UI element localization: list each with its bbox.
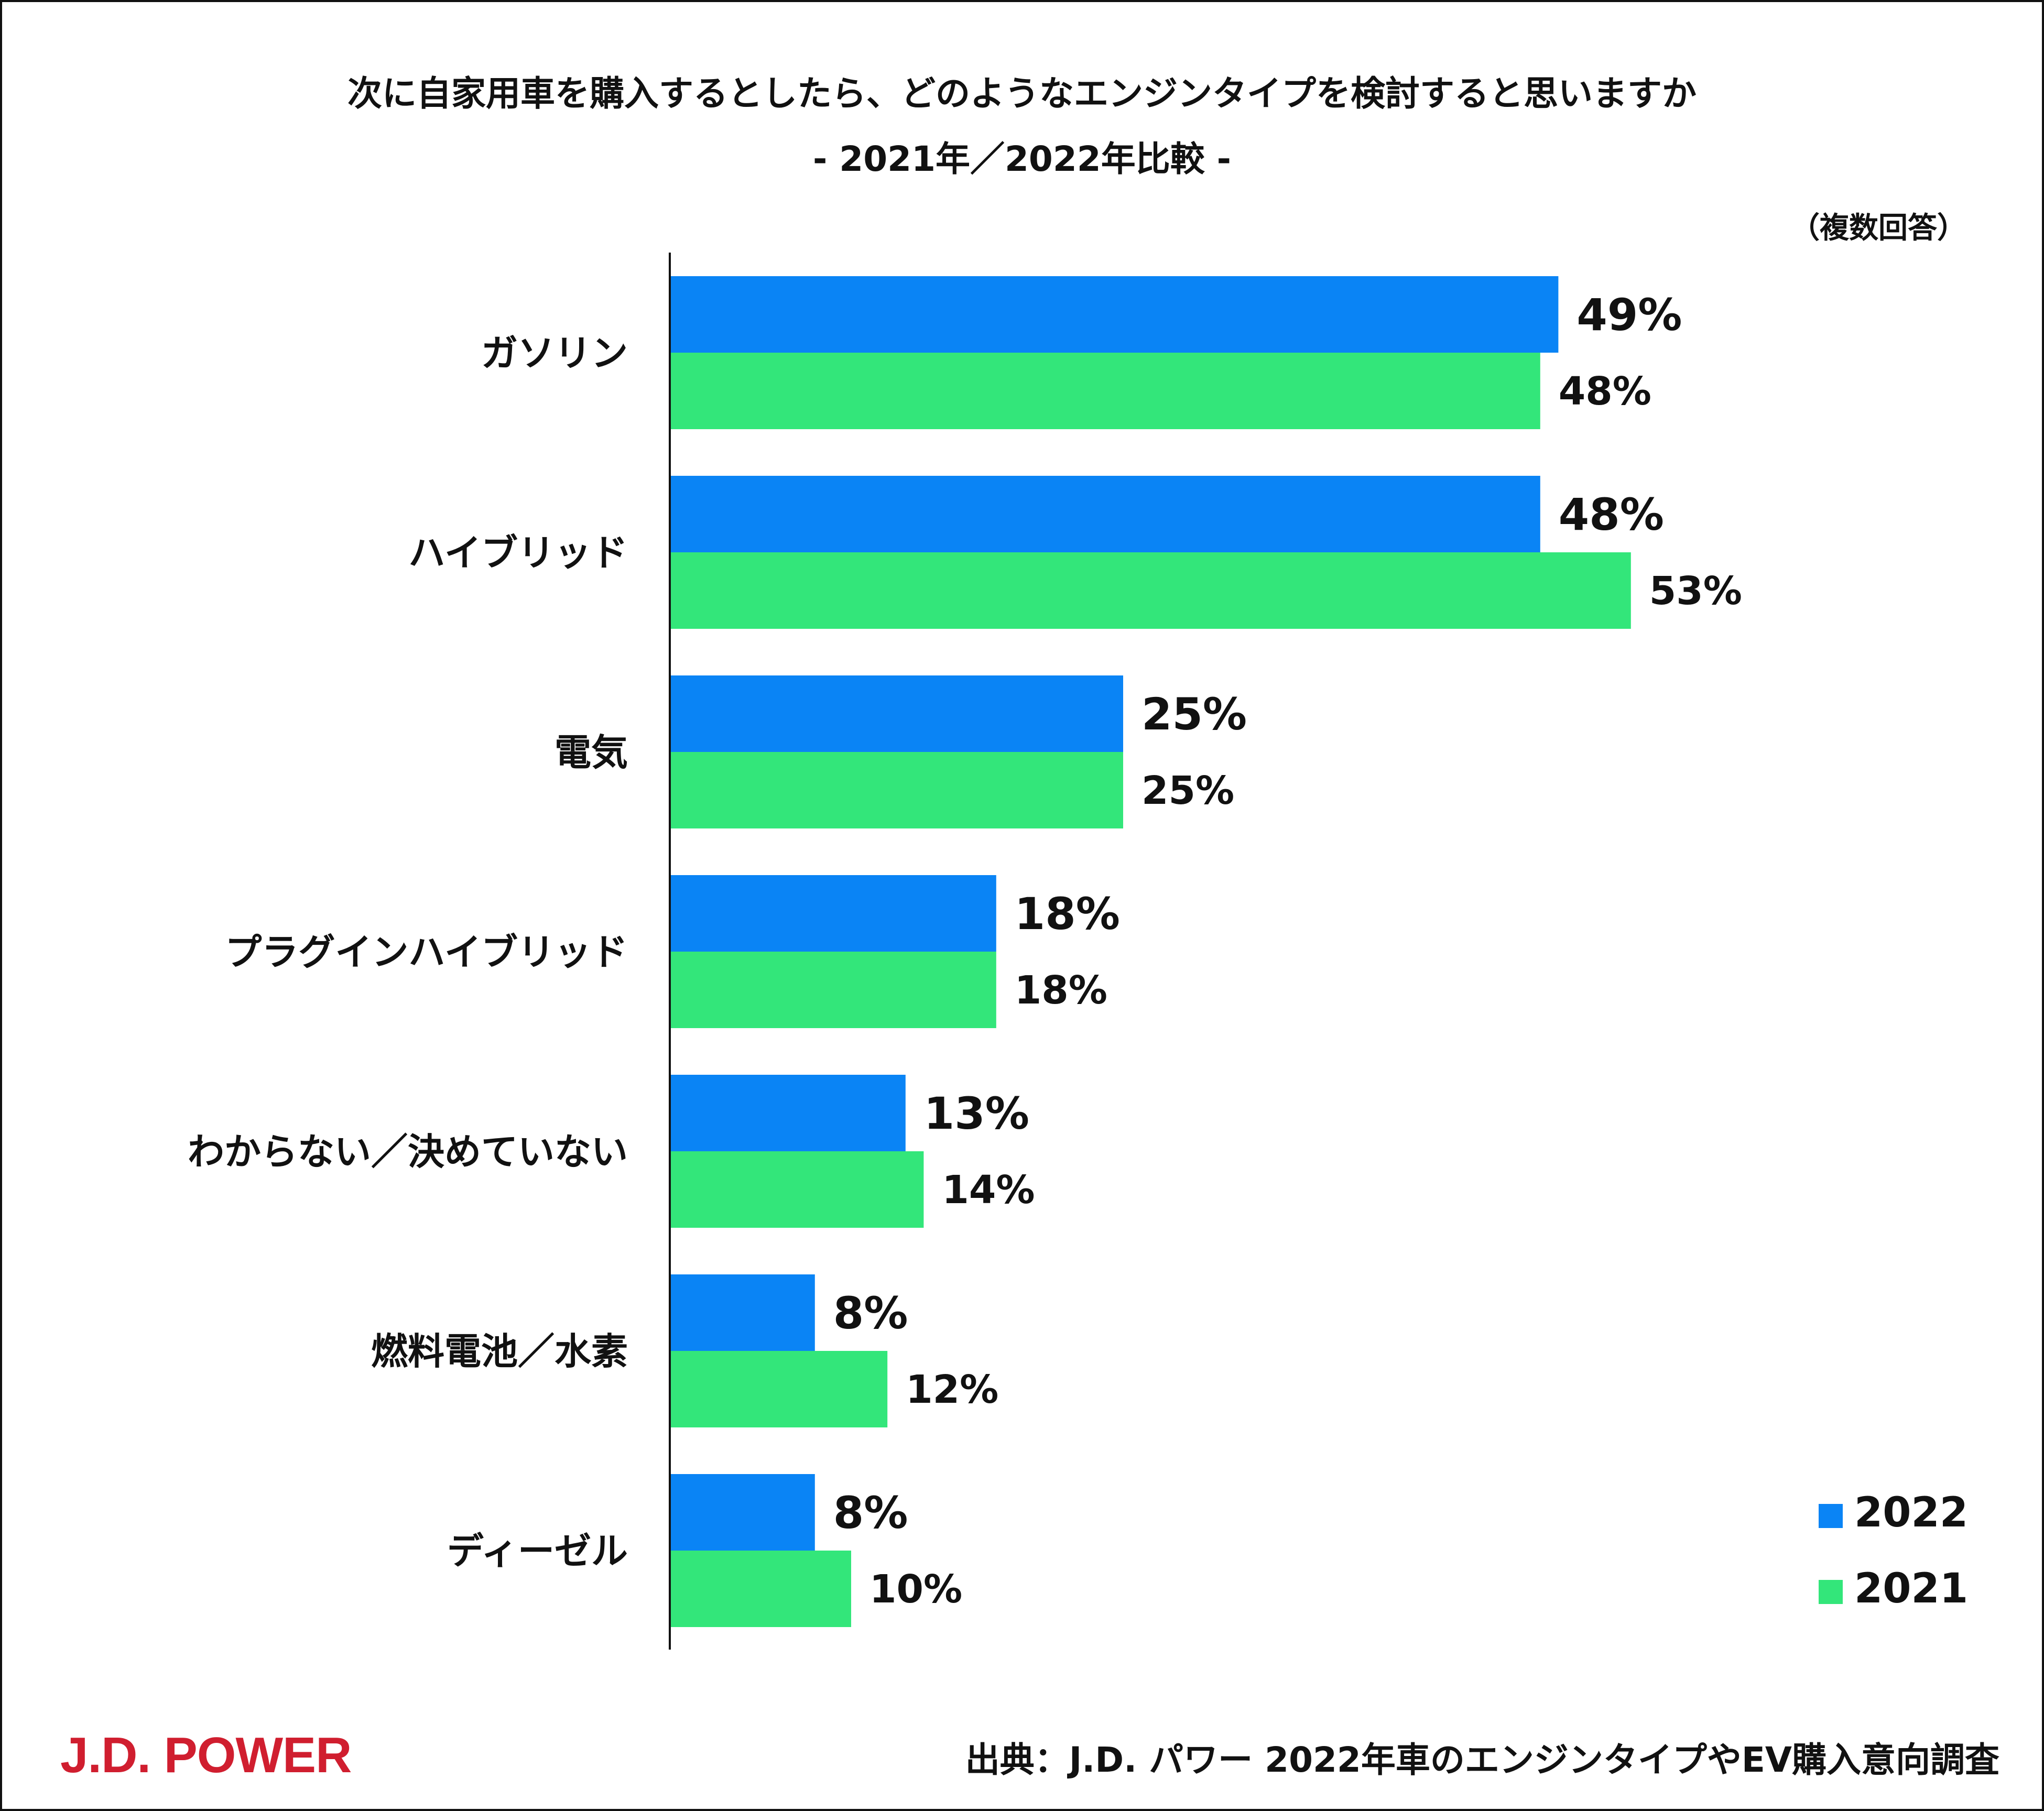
bar-2022 <box>670 1075 906 1151</box>
data-label-2022: 25% <box>1141 689 1247 740</box>
bar-2021 <box>670 1351 888 1427</box>
category-label: わからない／決めていない <box>188 1130 628 1173</box>
data-label-2021: 48% <box>1559 369 1651 414</box>
legend-label-2022: 2022 <box>1854 1489 1968 1536</box>
chart-subtitle: - 2021年／2022年比較 - <box>812 139 1232 179</box>
data-label-2022: 49% <box>1577 289 1682 341</box>
data-label-2021: 53% <box>1649 569 1742 614</box>
bar-2021 <box>670 353 1540 429</box>
data-label-2022: 18% <box>1015 888 1120 940</box>
bar-2021 <box>670 1151 924 1228</box>
category-label: 電気 <box>555 731 628 774</box>
data-label-2022: 48% <box>1559 489 1664 540</box>
data-label-2021: 25% <box>1141 768 1234 813</box>
data-label-2021: 14% <box>942 1168 1035 1213</box>
source-note: 出典：J.D. パワー 2022年車のエンジンタイプやEV購入意向調査 <box>965 1740 1999 1780</box>
bar-2021 <box>670 1551 851 1627</box>
data-label-2022: 8% <box>833 1288 908 1339</box>
category-label: ガソリン <box>481 332 628 375</box>
bar-2021 <box>670 552 1631 629</box>
category-label: ディーゼル <box>447 1530 628 1573</box>
legend-label-2021: 2021 <box>1854 1565 1968 1612</box>
category-label: 燃料電池／水素 <box>371 1330 628 1373</box>
bar-2021 <box>670 952 996 1028</box>
bar-2022 <box>670 1274 815 1351</box>
multiple-answer-note: （複数回答） <box>1790 211 1966 245</box>
jd-power-logo: J.D. POWER <box>60 1727 352 1783</box>
bar-2022 <box>670 675 1123 752</box>
bar-2021 <box>670 752 1123 828</box>
category-label: ハイブリッド <box>408 531 628 574</box>
data-label-2022: 8% <box>833 1487 908 1539</box>
bar-2022 <box>670 476 1540 552</box>
bar-2022 <box>670 276 1559 353</box>
chart-title: 次に自家用車を購入するとしたら、どのようなエンジンタイプを検討すると思いますか <box>347 73 1697 114</box>
data-label-2021: 12% <box>906 1367 998 1412</box>
bar-2022 <box>670 1474 815 1551</box>
data-label-2021: 10% <box>869 1567 962 1612</box>
bar-2022 <box>670 875 996 952</box>
legend-swatch-2022 <box>1819 1504 1843 1528</box>
legend-swatch-2021 <box>1819 1580 1843 1604</box>
data-label-2022: 13% <box>924 1088 1029 1139</box>
category-label: プラグインハイブリッド <box>225 931 628 974</box>
data-label-2021: 18% <box>1015 968 1107 1013</box>
